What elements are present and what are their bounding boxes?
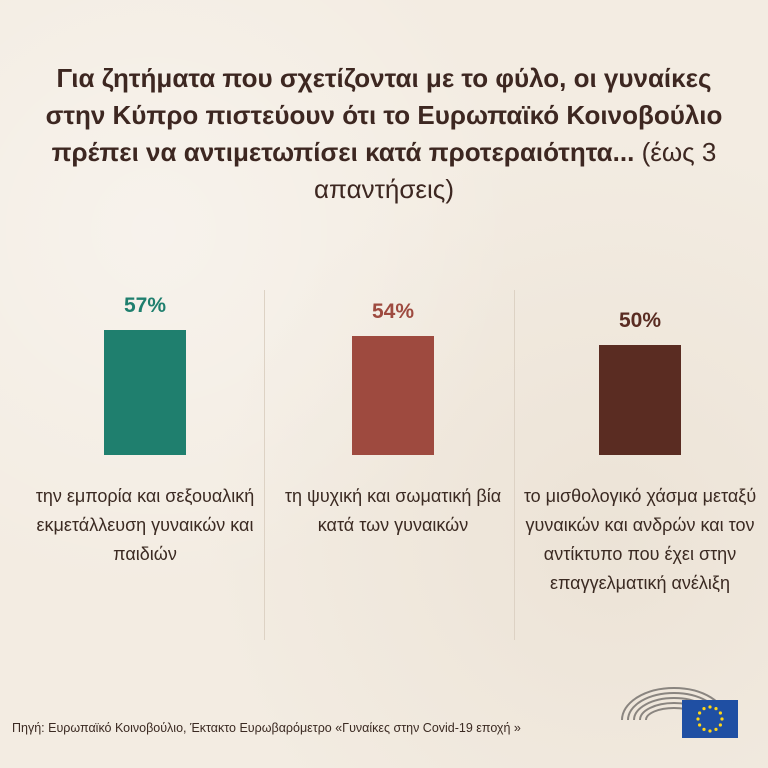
category-label: τη ψυχική και σωματική βία κατά των γυνα… bbox=[284, 486, 502, 535]
column-divider bbox=[514, 290, 515, 640]
title-note: (έως 3 απαντήσεις) bbox=[314, 137, 717, 204]
column-divider bbox=[264, 290, 265, 640]
eu-star bbox=[718, 711, 722, 715]
title-main: Για ζητήματα που σχετίζονται με το φύλο,… bbox=[45, 63, 723, 167]
eu-star bbox=[698, 711, 702, 715]
category-label: την εμπορία και σεξουαλική εκμετάλλευση … bbox=[35, 486, 255, 564]
chart-title: Για ζητήματα που σχετίζονται με το φύλο,… bbox=[40, 60, 728, 208]
eu-star bbox=[702, 727, 706, 731]
eu-star bbox=[714, 727, 718, 731]
eu-star bbox=[702, 707, 706, 711]
eu-star bbox=[708, 705, 712, 709]
bar bbox=[599, 345, 681, 455]
value-label: 50% bbox=[618, 309, 662, 332]
european-parliament-logo bbox=[621, 687, 738, 738]
bar bbox=[352, 336, 434, 455]
category-label: το μισθολογικό χάσμα μεταξύ γυναικών και… bbox=[523, 486, 757, 593]
value-label: 57% bbox=[123, 293, 167, 317]
eu-star bbox=[708, 729, 712, 733]
eu-star bbox=[720, 717, 724, 721]
eu-star bbox=[718, 723, 722, 727]
value-label: 54% bbox=[371, 300, 415, 324]
eu-star bbox=[714, 707, 718, 711]
source-note: Πηγή: Ευρωπαϊκό Κοινοβούλιο, Έκτακτο Ευρ… bbox=[12, 721, 521, 735]
bar bbox=[104, 329, 186, 455]
eu-star bbox=[696, 717, 700, 721]
eu-star bbox=[698, 723, 702, 727]
